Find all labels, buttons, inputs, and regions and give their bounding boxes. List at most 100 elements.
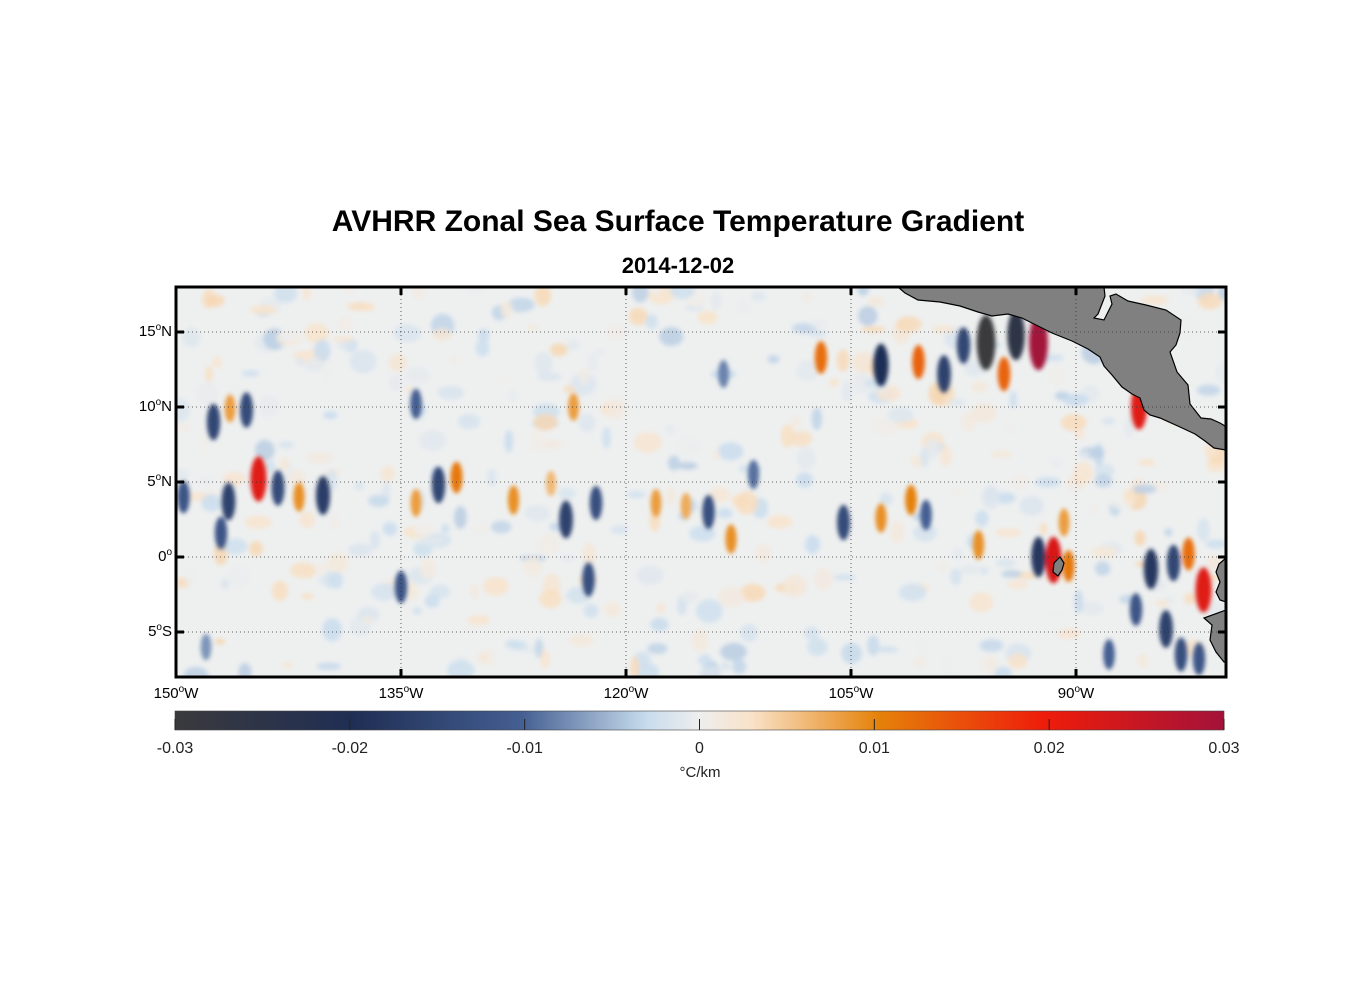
gradient-feature-blob-55 [1103, 639, 1115, 670]
texture-mark [212, 356, 222, 369]
gradient-feature-blob-23 [650, 489, 662, 517]
texture-mark [898, 583, 927, 602]
texture-mark [637, 663, 660, 677]
texture-mark [868, 296, 884, 307]
texture-mark [226, 379, 245, 395]
texture-mark [603, 601, 622, 617]
texture-mark [454, 506, 467, 529]
gradient-feature-blob-27 [747, 459, 760, 490]
gradient-feature-blob-45 [1031, 536, 1046, 578]
texture-mark [790, 414, 801, 429]
gradient-feature-blob-5 [221, 482, 236, 521]
texture-mark [974, 468, 984, 477]
land-central-america [897, 287, 1226, 451]
texture-mark [675, 437, 703, 457]
texture-mark [698, 654, 712, 667]
texture-mark [249, 305, 278, 315]
texture-mark [1057, 628, 1081, 639]
texture-mark [322, 360, 333, 378]
gradient-feature-blob-17 [545, 470, 557, 497]
texture-mark [274, 287, 298, 303]
gradient-feature-blob-50 [1182, 537, 1195, 571]
gradient-feature-blob-28 [837, 504, 850, 541]
texture-mark [1019, 496, 1044, 516]
texture-mark [767, 354, 780, 364]
gradient-feature-blob-48 [1166, 544, 1181, 582]
texture-mark [656, 602, 666, 614]
texture-mark [720, 642, 747, 661]
texture-mark [343, 287, 354, 294]
texture-mark [948, 398, 967, 406]
texture-mark [316, 662, 342, 670]
texture-mark [587, 353, 598, 372]
texture-mark [524, 504, 550, 522]
texture-mark [797, 447, 816, 470]
texture-mark [717, 586, 746, 608]
texture-mark [963, 360, 986, 377]
texture-mark [1001, 569, 1023, 578]
texture-mark [867, 635, 880, 656]
texture-mark [938, 561, 948, 572]
texture-mark [805, 535, 821, 554]
texture-mark [230, 565, 250, 588]
texture-mark [717, 442, 744, 461]
colorbar-tick-label: -0.01 [506, 740, 543, 757]
gradient-feature-blob-49 [1195, 567, 1212, 613]
texture-mark [302, 287, 311, 301]
texture-mark [1197, 518, 1210, 542]
texture-mark [362, 303, 374, 312]
texture-mark [432, 328, 452, 341]
texture-mark [300, 593, 314, 600]
texture-mark [318, 574, 327, 586]
texture-mark [475, 339, 490, 357]
gradient-feature-blob-35 [912, 344, 925, 380]
texture-mark [664, 424, 676, 435]
texture-mark [754, 544, 772, 563]
texture-mark [393, 324, 422, 343]
gradient-feature-blob-13 [410, 489, 422, 517]
texture-mark [1043, 606, 1070, 623]
gradient-feature-blob-33 [814, 341, 828, 374]
texture-mark [737, 300, 750, 315]
texture-mark [636, 565, 664, 585]
texture-mark [913, 523, 937, 542]
texture-mark [1137, 653, 1149, 669]
gradient-feature-blob-38 [976, 314, 996, 371]
texture-mark [540, 649, 550, 669]
texture-mark [1089, 503, 1099, 517]
texture-mark [698, 665, 723, 677]
gradient-feature-blob-46 [1058, 508, 1070, 537]
texture-mark [697, 310, 718, 325]
gradient-feature-blob-47 [1143, 548, 1159, 590]
texture-mark [668, 455, 680, 471]
texture-mark [1216, 361, 1226, 384]
texture-mark [369, 530, 381, 550]
texture-mark [681, 590, 699, 604]
gradient-feature-blob-20 [410, 388, 422, 420]
texture-mark [1068, 481, 1081, 505]
texture-mark [197, 432, 209, 455]
gradient-feature-blob-30 [905, 484, 917, 516]
gradient-feature-blob-16 [589, 485, 603, 521]
texture-mark [539, 589, 562, 609]
texture-mark [946, 486, 967, 500]
texture-mark [560, 554, 576, 563]
texture-mark [563, 385, 575, 394]
gradient-feature-blob-39 [997, 356, 1011, 392]
texture-mark [975, 510, 989, 527]
gradient-feature-blob-36 [937, 355, 951, 393]
texture-mark [412, 521, 437, 537]
texture-mark [1060, 414, 1087, 432]
texture-mark [549, 343, 568, 357]
texture-mark [670, 287, 695, 299]
texture-mark [424, 594, 440, 608]
texture-mark [861, 326, 886, 333]
texture-mark [959, 564, 982, 575]
y-tick-label: 15oN [138, 322, 172, 340]
texture-mark [1184, 592, 1197, 605]
gradient-feature-blob-1 [206, 403, 221, 441]
texture-mark [790, 430, 813, 447]
texture-mark [1048, 366, 1067, 387]
texture-mark [348, 543, 373, 557]
